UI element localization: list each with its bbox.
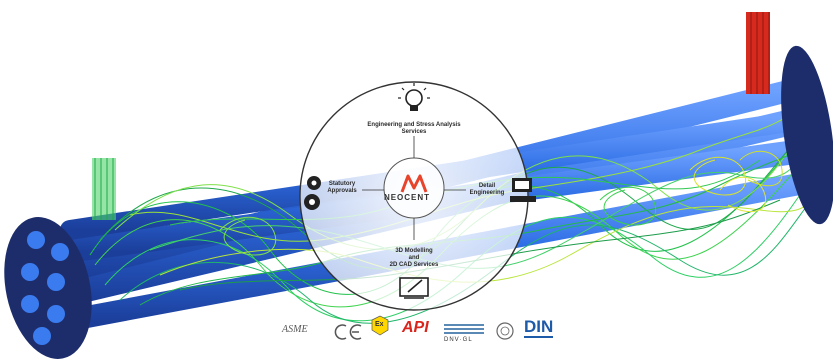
tablet-pen-icon (399, 277, 429, 299)
lightbulb-icon (398, 83, 430, 111)
dnv-stripes-graphic (444, 324, 484, 334)
modelling-label: 3D Modelling and 2D CAD Services (384, 248, 444, 269)
computer-icon (510, 178, 536, 202)
seal-icon (496, 322, 514, 340)
neocent-logo-mark (400, 174, 428, 193)
neocent-brand-name: NEOCENT (383, 193, 431, 202)
ce-mark-graphic (334, 324, 362, 340)
din-logo: DIN (524, 317, 554, 338)
inlet-nozzle (92, 158, 116, 220)
outlet-nozzle (746, 12, 770, 94)
api-logo: API (402, 319, 429, 336)
dnv-gl-logo: DNV·GL (444, 337, 473, 343)
asme-logo: ASME (282, 324, 308, 335)
detail-label: Detail Engineering (469, 183, 505, 196)
gears-icon (304, 176, 321, 210)
modelling-line-1: 3D Modelling (395, 248, 433, 254)
modelling-line-3: 2D CAD Services (389, 262, 439, 268)
ce-logo: CE (340, 323, 357, 337)
statutory-label: Statutory Approvals (327, 181, 357, 194)
ex-hexagon-graphic (371, 315, 389, 336)
ex-logo: Ex (375, 321, 384, 328)
engineering-label: Engineering and Stress Analysis Services (367, 122, 461, 135)
right-tubesheet (781, 45, 833, 225)
modelling-line-2: and (408, 255, 420, 261)
left-tubesheet (4, 217, 92, 359)
